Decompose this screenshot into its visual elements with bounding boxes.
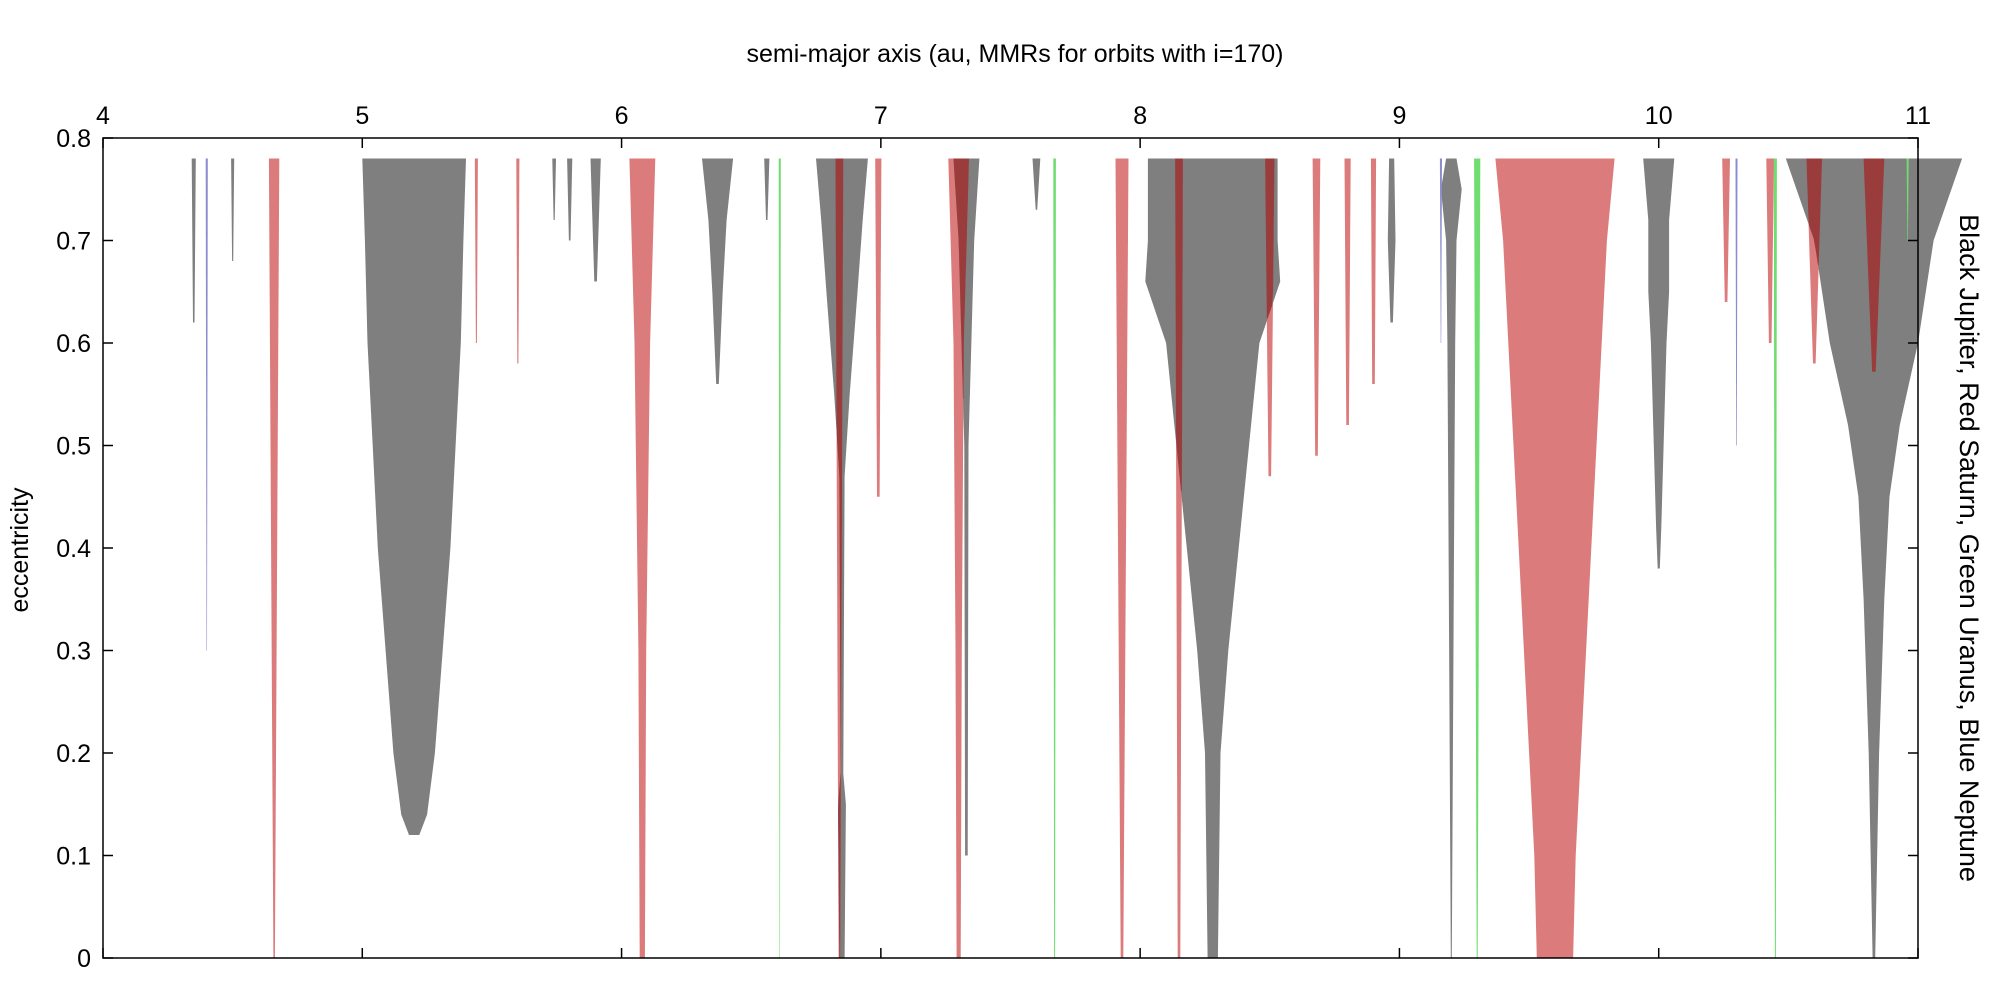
saturn-resonance-14 — [1766, 158, 1775, 343]
y-tick-label: 0.5 — [56, 433, 91, 461]
uranus-resonance-2 — [1053, 158, 1056, 958]
jupiter-resonance-15 — [764, 158, 770, 220]
saturn-resonance-5 — [948, 158, 969, 958]
neptune-resonance-1 — [205, 158, 208, 651]
overlap-region-2 — [953, 158, 969, 399]
y-axis-ticks: 0 0.1 0.2 0.3 0.4 0.5 0.6 0.7 0.8 — [56, 125, 1918, 973]
y-tick-label: 0.6 — [56, 330, 91, 358]
jupiter-resonance-2 — [702, 158, 734, 384]
jupiter-resonance-14 — [231, 158, 235, 261]
saturn-resonance-1 — [268, 158, 280, 958]
saturn-resonance-4 — [875, 158, 882, 497]
x-tick-label: 4 — [96, 102, 110, 130]
jupiter-resonance-12 — [552, 158, 556, 220]
jupiter-resonance-1 — [362, 158, 466, 835]
overlap-region-1 — [835, 158, 844, 958]
jupiter-resonance-8 — [1643, 158, 1675, 569]
saturn-resonance-18 — [516, 158, 520, 364]
y-tick-label: 0 — [77, 945, 91, 973]
saturn-resonance-13 — [1722, 158, 1730, 302]
chart-title: semi-major axis (au, MMRs for orbits wit… — [747, 40, 1284, 68]
y-tick-label: 0.2 — [56, 740, 91, 768]
y-tick-label: 0.4 — [56, 535, 91, 563]
jupiter-saturn-overlap — [835, 158, 1885, 958]
saturn-resonance-6 — [1115, 158, 1129, 958]
uranus-resonance-1 — [1474, 158, 1481, 958]
neptune-resonance-3 — [1439, 158, 1442, 343]
y-tick-label: 0.1 — [56, 843, 91, 871]
x-axis-ticks: 4 5 6 7 8 9 10 11 — [96, 102, 1931, 958]
neptune-resonance-2 — [1735, 158, 1738, 446]
jupiter-resonance-9 — [1785, 158, 1963, 958]
saturn-resonance-11 — [1370, 158, 1377, 384]
overlap-region-3 — [1175, 158, 1183, 492]
x-tick-label: 5 — [355, 102, 369, 130]
jupiter-resonance-6 — [1440, 158, 1462, 958]
y-tick-label: 0.8 — [56, 125, 91, 153]
saturn-resonance-9 — [1312, 158, 1321, 456]
x-tick-label: 11 — [1905, 102, 1931, 130]
jupiter-resonance-13 — [191, 158, 196, 323]
jupiter-resonance-10 — [590, 158, 601, 282]
x-tick-label: 8 — [1133, 102, 1147, 130]
resonance-regions — [191, 158, 1963, 958]
overlap-region-4 — [1265, 158, 1275, 319]
uranus-resonance-5 — [1906, 158, 1909, 241]
jupiter-resonance-16 — [1032, 158, 1041, 210]
x-tick-label: 10 — [1645, 102, 1673, 130]
y-axis-label: eccentricity — [6, 487, 34, 613]
overlap-region-5 — [1806, 158, 1823, 266]
jupiter-resonance-4 — [953, 158, 980, 856]
saturn-resonance-17 — [474, 158, 478, 343]
x-tick-label: 6 — [615, 102, 629, 130]
uranus-resonance-3 — [778, 158, 781, 958]
saturn-resonance-2 — [629, 158, 656, 958]
jupiter-resonance-5 — [1145, 158, 1281, 958]
jupiter-resonance-3 — [816, 158, 868, 958]
x-tick-label: 7 — [874, 102, 888, 130]
uranus-resonance-4 — [1773, 158, 1777, 958]
jupiter-resonance-7 — [1387, 158, 1396, 323]
y-tick-label: 0.7 — [56, 228, 91, 256]
saturn-resonance-12 — [1495, 158, 1615, 958]
jupiter-resonance-11 — [567, 158, 573, 241]
saturn-resonance-10 — [1344, 158, 1351, 425]
legend-text: Black Jupiter, Red Saturn, Green Uranus,… — [1954, 214, 1984, 882]
overlap-region-6 — [1863, 158, 1885, 372]
x-tick-label: 9 — [1392, 102, 1406, 130]
y-tick-label: 0.3 — [56, 638, 91, 666]
